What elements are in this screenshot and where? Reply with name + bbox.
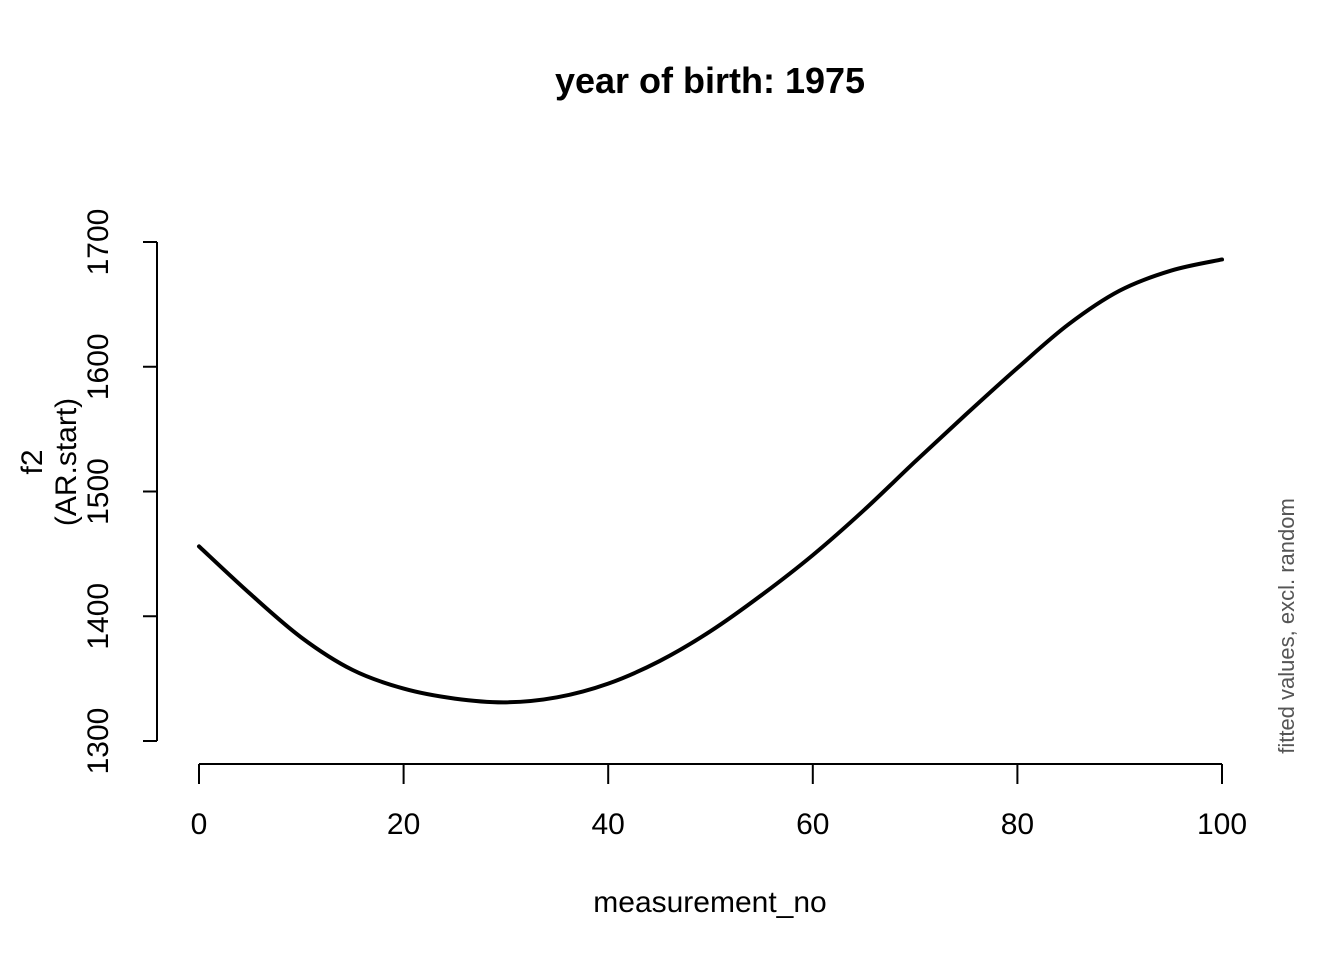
y-tick-label: 1500 [82,458,115,525]
side-note: fitted values, excl. random [1274,498,1299,754]
y-tick-label: 1400 [82,583,115,650]
y-axis-label-line2: (AR.start) [50,398,83,526]
y-tick-label: 1300 [82,708,115,775]
x-axis: 0 20 40 60 80 100 [191,763,1247,841]
plot-area [197,257,1224,705]
y-tick-label: 1700 [82,209,115,276]
x-axis-label: measurement_no [593,886,826,919]
x-tick-label: 60 [796,808,829,841]
y-axis-label-line1: f2 [16,449,49,474]
x-tick-label: 20 [387,808,420,841]
y-axis-label-group: f2 (AR.start) [16,398,83,526]
series-line-0 [197,257,1224,705]
x-tick-label: 40 [592,808,625,841]
chart-title: year of birth: 1975 [555,60,865,101]
x-tick-label: 80 [1001,808,1034,841]
y-axis: 1300 1400 1500 1600 1700 [82,209,158,775]
side-note-group: fitted values, excl. random [1274,498,1299,754]
x-tick-label: 0 [191,808,208,841]
x-tick-label: 100 [1197,808,1247,841]
y-tick-label: 1600 [82,333,115,400]
